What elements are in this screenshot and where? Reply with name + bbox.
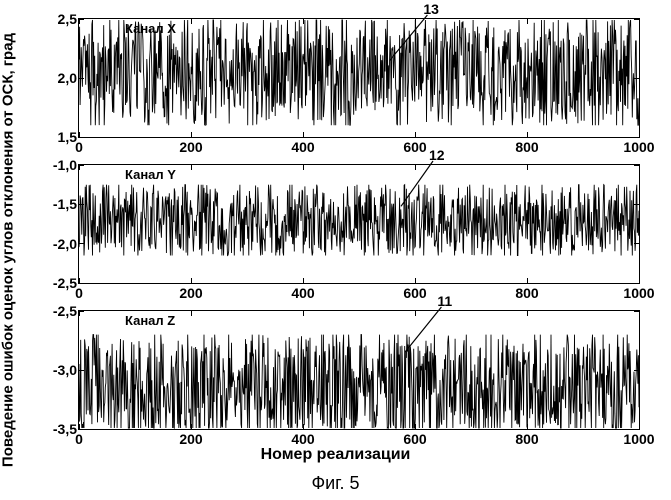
annotation-leader — [79, 311, 639, 429]
x-tick-label: 1000 — [623, 283, 654, 301]
x-tick-label: 800 — [515, 283, 538, 301]
y-tick-label: 2,5 — [58, 11, 79, 27]
y-tick-label: -3,0 — [53, 362, 79, 378]
x-tick-label: 0 — [75, 137, 83, 155]
figure: Поведение ошибок оценок углов отклонения… — [0, 0, 671, 500]
x-tick-label: 600 — [403, 283, 426, 301]
x-tick-label: 1000 — [623, 429, 654, 447]
x-tick-label: 800 — [515, 429, 538, 447]
annotation-leader — [79, 165, 639, 283]
x-tick-label: 0 — [75, 429, 83, 447]
panel-y: -2,5-2,0-1,5-1,002004006008001000Канал Y… — [78, 164, 640, 284]
x-tick-label: 400 — [291, 429, 314, 447]
x-tick-label: 800 — [515, 137, 538, 155]
x-tick-label: 600 — [403, 429, 426, 447]
x-axis-label: Номер реализации — [261, 446, 411, 464]
x-tick-label: 1000 — [623, 137, 654, 155]
x-tick-label: 400 — [291, 137, 314, 155]
figure-caption: Фиг. 5 — [311, 473, 359, 494]
y-tick-label: -1,5 — [53, 196, 79, 212]
annotation-label: 11 — [437, 293, 452, 309]
annotation-label: 12 — [429, 147, 445, 163]
y-tick-label: -2,0 — [53, 236, 79, 252]
x-tick-label: 200 — [179, 283, 202, 301]
annotation-label: 13 — [423, 1, 439, 17]
y-tick-label: 2,0 — [58, 70, 79, 86]
x-tick-label: 200 — [179, 429, 202, 447]
x-tick-label: 0 — [75, 283, 83, 301]
y-axis-label: Поведение ошибок оценок углов отклонения… — [0, 33, 17, 467]
x-tick-label: 400 — [291, 283, 314, 301]
y-tick-label: -2,5 — [53, 303, 79, 319]
annotation-leader — [79, 19, 639, 137]
x-tick-label: 200 — [179, 137, 202, 155]
y-tick-label: -1,0 — [53, 157, 79, 173]
plot-area: 1,52,02,502004006008001000Канал X13 -2,5-… — [78, 18, 638, 428]
x-tick-label: 600 — [403, 137, 426, 155]
panel-x: 1,52,02,502004006008001000Канал X13 — [78, 18, 640, 138]
panel-z: -3,5-3,0-2,502004006008001000Канал Z11 — [78, 310, 640, 430]
